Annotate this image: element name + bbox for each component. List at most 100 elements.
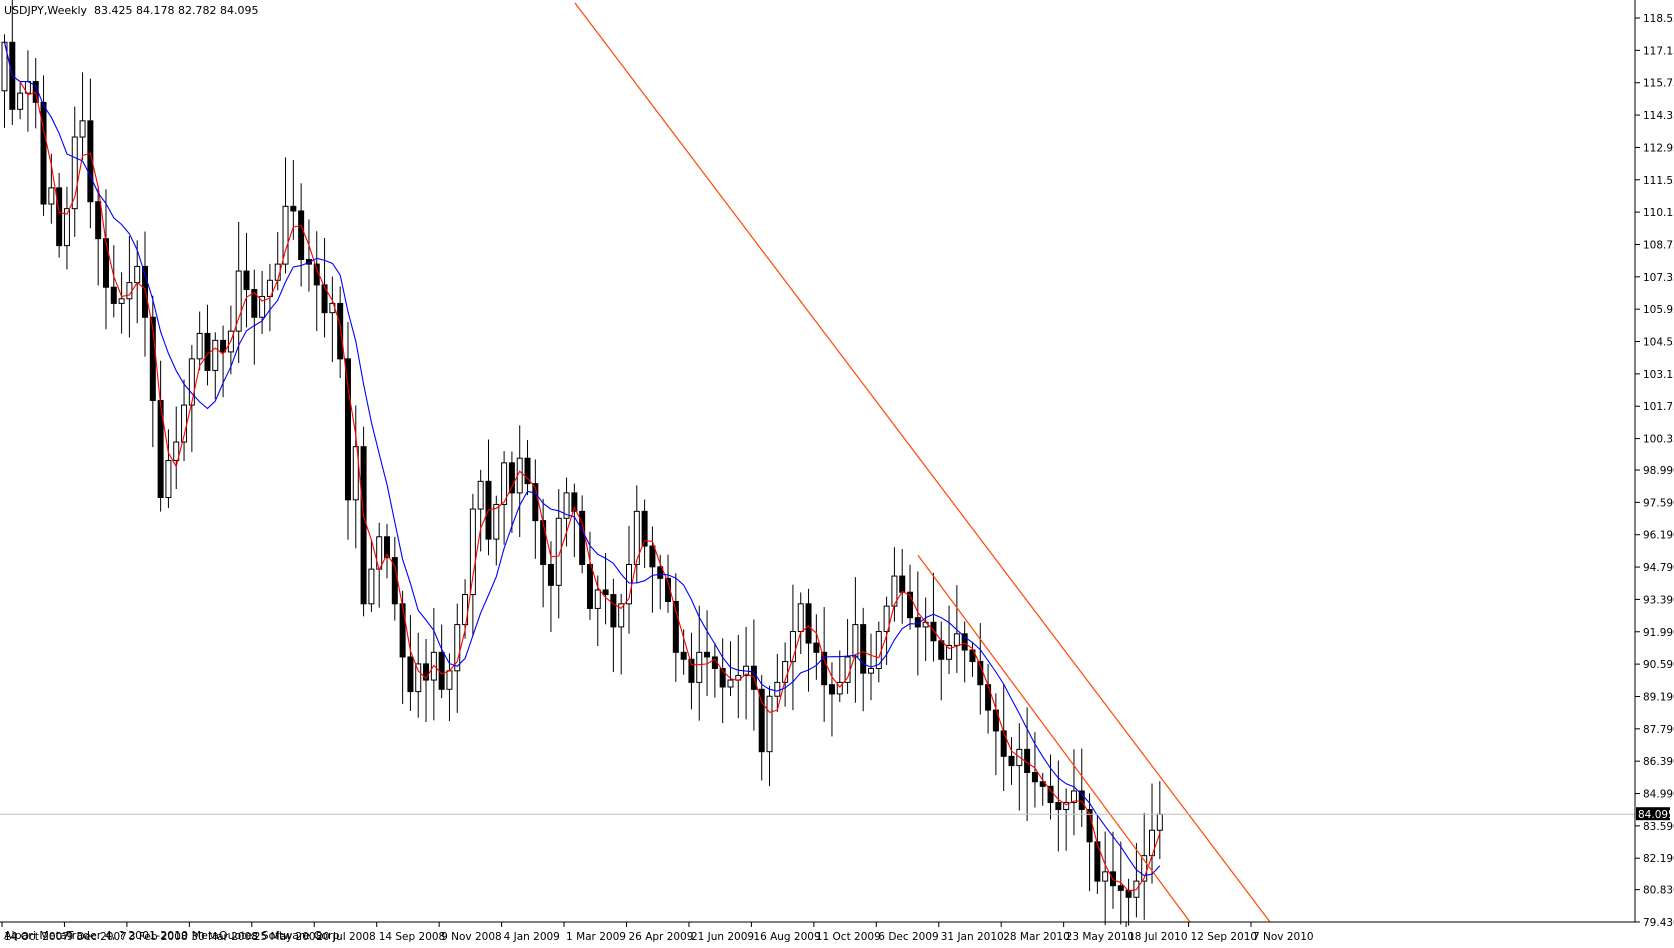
candle-body-up	[836, 681, 843, 695]
candle-body-down	[87, 120, 94, 203]
candle-body-down	[719, 668, 726, 688]
candle	[1, 34, 8, 128]
candle-body-up	[454, 624, 461, 672]
candle	[907, 564, 914, 630]
candle	[79, 72, 86, 161]
candle-body-down	[1008, 755, 1015, 767]
candle-body-up	[165, 460, 172, 499]
y-tick-label: 98.990	[1643, 465, 1674, 477]
candle	[165, 429, 172, 508]
y-tick-label: 112.950	[1643, 142, 1674, 154]
candle	[1047, 754, 1054, 820]
candle	[1055, 760, 1062, 852]
x-tick-label: 31 Jan 2010	[941, 931, 1004, 943]
candle-body-up	[563, 492, 570, 519]
y-tick-label: 110.150	[1643, 207, 1674, 219]
candle-body-up	[883, 605, 890, 633]
candle	[469, 493, 476, 637]
y-tick-label: 93.390	[1643, 594, 1674, 606]
candle-body-down	[610, 594, 617, 628]
candle	[126, 235, 133, 338]
candle	[220, 325, 227, 398]
plot-area	[0, 0, 1635, 926]
candle	[735, 634, 742, 719]
candle-body-up	[953, 633, 960, 646]
candle	[1070, 749, 1077, 836]
candle-body-up	[618, 603, 625, 628]
candle	[563, 477, 570, 547]
candle	[641, 499, 648, 568]
candle	[719, 638, 726, 724]
candle-body-up	[1102, 871, 1109, 882]
candle-body-down	[602, 589, 609, 596]
candle-body-up	[196, 332, 203, 360]
candle-body-down	[571, 492, 578, 512]
candle-body-down	[251, 289, 258, 318]
candle	[688, 632, 695, 710]
chart-header-ohlc: 83.425 84.178 82.782 84.095	[94, 4, 258, 17]
candle-body-up	[727, 679, 734, 688]
candle	[71, 106, 78, 237]
candle-body-up	[235, 270, 242, 332]
candle-body-up	[134, 265, 141, 284]
chart-header-symbol: USDJPY,Weekly	[4, 4, 88, 17]
candle-body-down	[391, 557, 398, 605]
candle	[1156, 781, 1163, 860]
current-price-badge	[1636, 807, 1670, 821]
x-tick-label: 9 Dec 2007	[66, 931, 126, 943]
candle	[821, 607, 828, 722]
x-tick-label: 3 Feb 2008	[129, 931, 188, 943]
candle	[626, 525, 632, 634]
candle-body-down	[758, 688, 765, 753]
candle	[243, 232, 250, 328]
y-tick-label: 114.350	[1643, 110, 1674, 122]
candle	[1133, 842, 1140, 918]
candle	[56, 172, 63, 258]
candle-body-up	[212, 339, 219, 371]
candle	[313, 231, 320, 332]
candle	[40, 75, 47, 216]
candle-body-up	[266, 279, 273, 297]
moving-average-line	[3, 42, 1161, 892]
candle	[212, 332, 219, 400]
y-axis: 118.550 117.150 115.750 114.350 112.950 111.5…	[1634, 0, 1674, 929]
candle	[1102, 831, 1109, 926]
candle	[992, 693, 999, 776]
y-tick-label: 97.590	[1643, 497, 1674, 509]
x-tick-label: 11 Oct 2009	[816, 931, 881, 943]
candle	[930, 572, 937, 662]
y-tick-label: 79.430	[1643, 917, 1674, 929]
candle-body-down	[1078, 790, 1085, 810]
candle	[1086, 793, 1093, 892]
candle-body-up	[867, 668, 874, 674]
candle-body-down	[805, 603, 812, 644]
x-tick-label: 4 Jan 2009	[504, 931, 560, 943]
candle-body-up	[48, 187, 55, 205]
candle-body-down	[969, 649, 976, 663]
candle-body-up	[63, 208, 70, 247]
candle-body-up	[79, 120, 86, 138]
y-tick-label: 118.550	[1643, 13, 1674, 25]
candle-body-down	[649, 545, 656, 568]
candle	[828, 662, 835, 737]
candle	[758, 675, 765, 781]
candle	[149, 295, 156, 448]
x-tick-label: 14 Sep 2008	[379, 931, 446, 943]
candle-body-down	[1031, 771, 1038, 783]
candle	[134, 240, 141, 324]
candle	[337, 286, 344, 379]
candle	[899, 548, 906, 624]
y-tick-label: 96.190	[1643, 530, 1674, 542]
candle-body-down	[290, 205, 297, 212]
candle-body-down	[423, 663, 430, 681]
candle	[63, 186, 70, 270]
candle	[181, 379, 188, 462]
candle	[118, 272, 125, 334]
y-tick-label: 111.550	[1643, 175, 1674, 187]
candle	[961, 621, 968, 683]
y-tick-label: 115.750	[1643, 78, 1674, 90]
candle-body-down	[672, 600, 679, 653]
candle	[501, 451, 508, 545]
candle-body-up	[17, 92, 24, 110]
candle	[602, 553, 609, 625]
